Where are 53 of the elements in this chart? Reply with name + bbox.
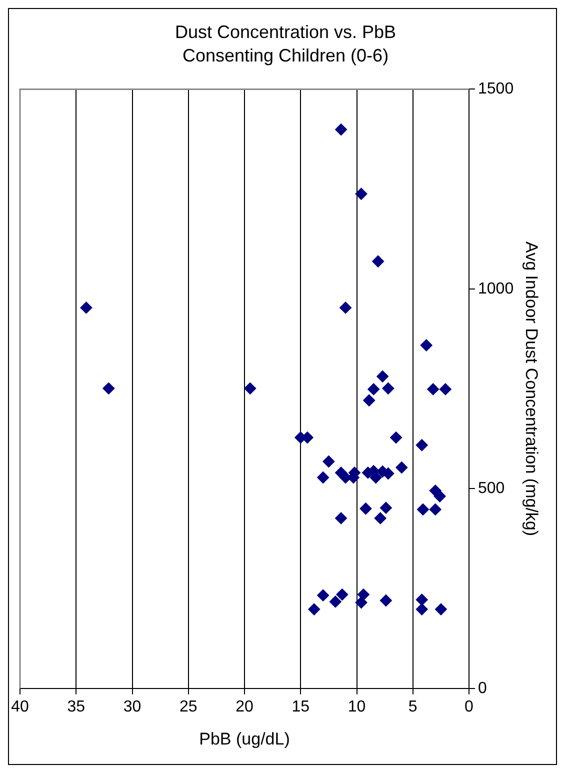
point (317, 589, 330, 602)
x-tick-label: 0 (464, 698, 474, 716)
point (376, 370, 389, 382)
point (357, 588, 370, 601)
chart-title: Dust Concentration vs. PbB (174, 22, 396, 42)
point (102, 382, 115, 394)
point (80, 302, 92, 314)
point (382, 382, 394, 394)
point (420, 339, 432, 352)
point (355, 188, 368, 200)
point (308, 603, 320, 616)
point (363, 394, 376, 406)
point (335, 124, 348, 136)
point (374, 512, 386, 524)
point (380, 594, 392, 607)
point (434, 603, 447, 616)
y-tick-label: 0 (478, 680, 488, 697)
point (317, 471, 330, 484)
point (355, 596, 368, 609)
point (390, 432, 402, 444)
x-tick-label: 20 (236, 698, 254, 716)
x-axis-title: PbB (ug/dL) (199, 729, 290, 748)
point (416, 439, 428, 452)
y-tick-label: 1500 (478, 80, 514, 98)
y-tick-label: 1000 (478, 280, 514, 298)
x-tick-label: 25 (179, 698, 198, 716)
y-axis-title: Avg Indoor Dust Concentration (mg/kg) (522, 242, 542, 536)
point (380, 502, 392, 514)
chart-subtitle: Consenting Children (0-6) (182, 45, 389, 66)
x-tick-label: 5 (408, 698, 418, 716)
point (368, 383, 380, 396)
x-tick-label: 35 (67, 698, 86, 716)
point (372, 255, 384, 268)
point (416, 603, 428, 616)
point (244, 382, 256, 394)
point (336, 588, 348, 601)
point (396, 461, 408, 474)
x-tick-label: 40 (11, 698, 29, 716)
point (439, 383, 452, 396)
point (429, 503, 442, 516)
x-tick-label: 10 (348, 698, 366, 716)
point (434, 490, 446, 502)
point (416, 503, 429, 516)
point (335, 512, 348, 524)
point (427, 383, 440, 396)
y-tick-label: 500 (478, 480, 505, 498)
point (322, 456, 335, 468)
point (360, 502, 372, 515)
x-tick-label: 15 (292, 698, 310, 716)
point (340, 302, 352, 314)
point (329, 596, 342, 608)
x-tick-label: 30 (123, 698, 142, 716)
point (416, 594, 428, 606)
